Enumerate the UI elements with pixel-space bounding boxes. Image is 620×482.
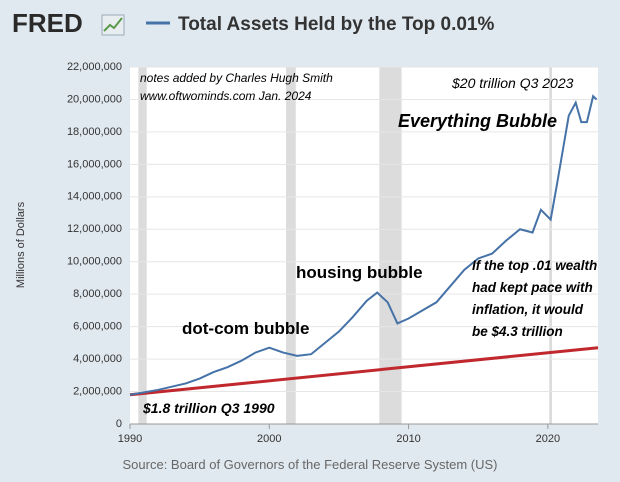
annotation: Everything Bubble [398,111,557,131]
recession-band [379,67,402,424]
recession-band [286,67,296,424]
y-axis-label: Millions of Dollars [15,201,27,288]
annotation: housing bubble [296,263,423,282]
annotation: $1.8 trillion Q3 1990 [142,400,275,416]
annotation: www.oftwominds.com Jan. 2024 [140,89,312,103]
x-tick-label: 2000 [257,433,281,445]
y-tick-label: 12,000,000 [67,223,122,235]
y-tick-label: 8,000,000 [73,288,122,300]
y-tick-label: 16,000,000 [67,158,122,170]
y-tick-label: 6,000,000 [73,321,122,333]
y-tick-label: 2,000,000 [73,385,122,397]
y-tick-label: 18,000,000 [67,126,122,138]
annotation: had kept pace with [472,280,593,295]
source: Source: Board of Governors of the Federa… [123,457,498,472]
recession-band [549,67,553,424]
annotation: notes added by Charles Hugh Smith [140,71,333,85]
line [129,94,598,396]
y-tick-label: 20,000,000 [67,93,122,105]
y-tick-label: 0 [116,418,122,430]
x-tick-label: 1990 [118,433,142,445]
line [129,346,599,397]
annotation: inflation, it would [472,302,584,317]
recession-band [138,67,147,424]
y-tick-label: 14,000,000 [67,191,122,203]
plot-area [130,67,598,424]
x-tick-label: 2010 [396,433,420,445]
annotation: dot-com bubble [182,319,309,338]
x-tick-label: 2020 [536,433,560,445]
y-tick-label: 22,000,000 [67,61,122,73]
annotation: If the top .01 wealth [472,258,597,273]
y-tick-label: 10,000,000 [67,256,122,268]
logo-icon [101,14,125,36]
annotation: be $4.3 trillion [472,324,563,339]
y-tick-label: 4,000,000 [73,353,122,365]
annotation: $20 trillion Q3 2023 [451,75,574,91]
chart-title: Total Assets Held by the Top 0.01% [178,14,494,35]
logo: FRED [12,8,83,38]
